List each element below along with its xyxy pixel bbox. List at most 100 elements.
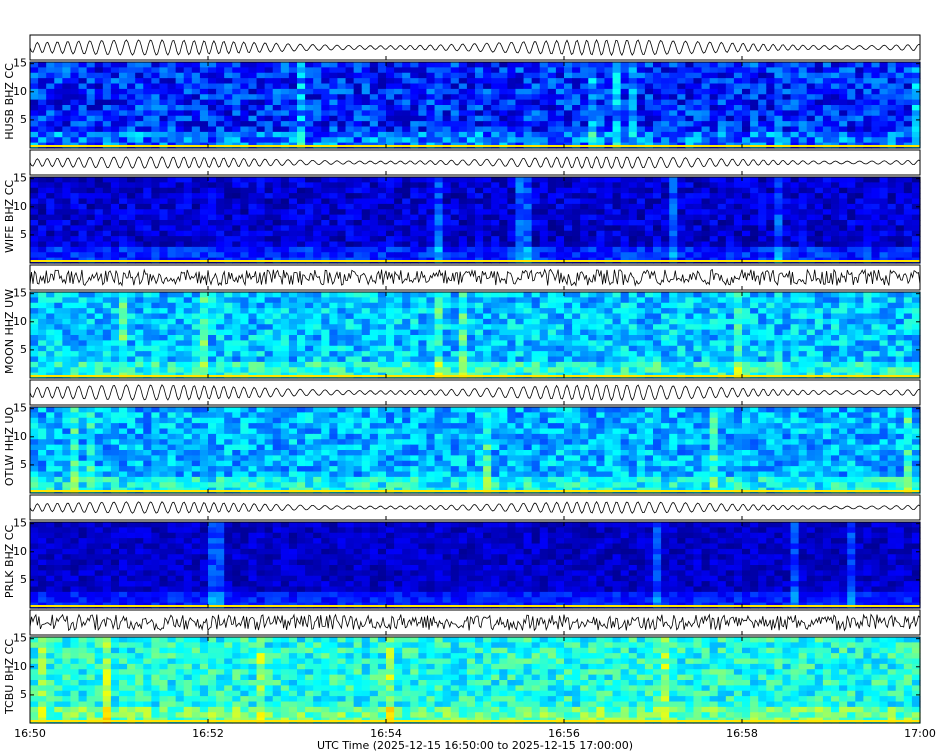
- spectrogram-cell: [507, 297, 516, 303]
- spectrogram-cell: [588, 199, 597, 205]
- spectrogram-cell: [159, 132, 168, 138]
- spectrogram-cell: [111, 193, 120, 199]
- spectrogram-cell: [346, 215, 355, 221]
- spectrogram-cell: [159, 308, 168, 314]
- spectrogram-cell: [580, 94, 589, 100]
- spectrogram-cell: [613, 62, 622, 68]
- spectrogram-cell: [321, 132, 330, 138]
- spectrogram-cell: [435, 67, 444, 73]
- spectrogram-cell: [475, 199, 484, 205]
- spectrogram-cell: [208, 137, 217, 143]
- spectrogram-cell: [807, 73, 816, 79]
- spectrogram-cell: [313, 209, 322, 215]
- spectrogram-cell: [483, 303, 492, 309]
- spectrogram-cell: [734, 292, 743, 298]
- spectrogram-cell: [46, 188, 55, 194]
- spectrogram-cell: [588, 209, 597, 215]
- spectrogram-cell: [362, 319, 371, 325]
- spectrogram-cell: [588, 292, 597, 298]
- spectrogram-cell: [564, 335, 573, 341]
- spectrogram-cell: [426, 236, 435, 242]
- spectrogram-cell: [111, 110, 120, 116]
- spectrogram-cell: [370, 199, 379, 205]
- spectrogram-cell: [386, 319, 395, 325]
- spectrogram-cell: [443, 89, 452, 95]
- spectrogram-cell: [718, 351, 727, 357]
- spectrogram-cell: [103, 215, 112, 221]
- spectrogram-cell: [70, 204, 79, 210]
- spectrogram-cell: [386, 89, 395, 95]
- spectrogram-cell: [863, 247, 872, 253]
- spectrogram-cell: [548, 330, 557, 336]
- spectrogram-cell: [467, 94, 476, 100]
- spectrogram-cell: [208, 78, 217, 84]
- spectrogram-cell: [823, 335, 832, 341]
- spectrogram-cell: [742, 73, 751, 79]
- spectrogram-cell: [540, 132, 549, 138]
- spectrogram-cell: [880, 351, 889, 357]
- spectrogram-cell: [232, 357, 241, 363]
- spectrogram-cell: [475, 297, 484, 303]
- spectrogram-cell: [718, 62, 727, 68]
- spectrogram-cell: [143, 297, 152, 303]
- spectrogram-cell: [507, 204, 516, 210]
- spectrogram-cell: [435, 84, 444, 90]
- spectrogram-cell: [281, 357, 290, 363]
- spectrogram-cell: [168, 73, 177, 79]
- spectrogram-cell: [151, 67, 160, 73]
- spectrogram-cell: [435, 292, 444, 298]
- spectrogram-cell: [726, 105, 735, 111]
- spectrogram-cell: [774, 314, 783, 320]
- spectrogram-cell: [904, 308, 913, 314]
- spectrogram-cell: [499, 127, 508, 133]
- spectrogram-cell: [30, 297, 39, 303]
- spectrogram-cell: [677, 177, 686, 183]
- spectrogram-cell: [111, 127, 120, 133]
- spectrogram-cell: [912, 303, 921, 309]
- spectrogram-cell: [693, 78, 702, 84]
- spectrogram-cell: [354, 357, 363, 363]
- spectrogram-cell: [281, 335, 290, 341]
- spectrogram-cell: [855, 292, 864, 298]
- spectrogram-cell: [613, 252, 622, 258]
- spectrogram-cell: [661, 116, 670, 122]
- spectrogram-cell: [912, 242, 921, 248]
- spectrogram-cell: [815, 340, 824, 346]
- spectrogram-cell: [168, 127, 177, 133]
- spectrogram-cell: [774, 252, 783, 258]
- spectrogram-cell: [451, 314, 460, 320]
- spectrogram-cell: [289, 105, 298, 111]
- spectrogram-cell: [685, 357, 694, 363]
- spectrogram-cell: [540, 319, 549, 325]
- spectrogram-cell: [613, 73, 622, 79]
- spectrogram-cell: [791, 116, 800, 122]
- spectrogram-cell: [184, 292, 193, 298]
- spectrogram-cell: [273, 330, 282, 336]
- spectrogram-cell: [232, 199, 241, 205]
- spectrogram-cell: [95, 137, 104, 143]
- spectrogram-cell: [305, 215, 314, 221]
- spectrogram-cell: [863, 89, 872, 95]
- spectrogram-cell: [629, 303, 638, 309]
- spectrogram-cell: [548, 357, 557, 363]
- spectrogram-cell: [62, 220, 71, 226]
- spectrogram-cell: [346, 137, 355, 143]
- spectrogram-cell: [354, 330, 363, 336]
- spectrogram-cell: [111, 319, 120, 325]
- spectrogram-cell: [54, 335, 63, 341]
- spectrogram-cell: [273, 199, 282, 205]
- spectrogram-cell: [240, 105, 249, 111]
- spectrogram-cell: [718, 193, 727, 199]
- spectrogram-cell: [693, 252, 702, 258]
- spectrogram-cell: [524, 62, 533, 68]
- spectrogram-cell: [426, 177, 435, 183]
- spectrogram-cell: [734, 73, 743, 79]
- spectrogram-cell: [572, 242, 581, 248]
- spectrogram-cell: [443, 314, 452, 320]
- spectrogram-cell: [62, 182, 71, 188]
- spectrogram-cell: [564, 127, 573, 133]
- spectrogram-cell: [135, 209, 144, 215]
- spectrogram-cell: [629, 335, 638, 341]
- spectrogram-cell: [208, 67, 217, 73]
- spectrogram-cell: [224, 242, 233, 248]
